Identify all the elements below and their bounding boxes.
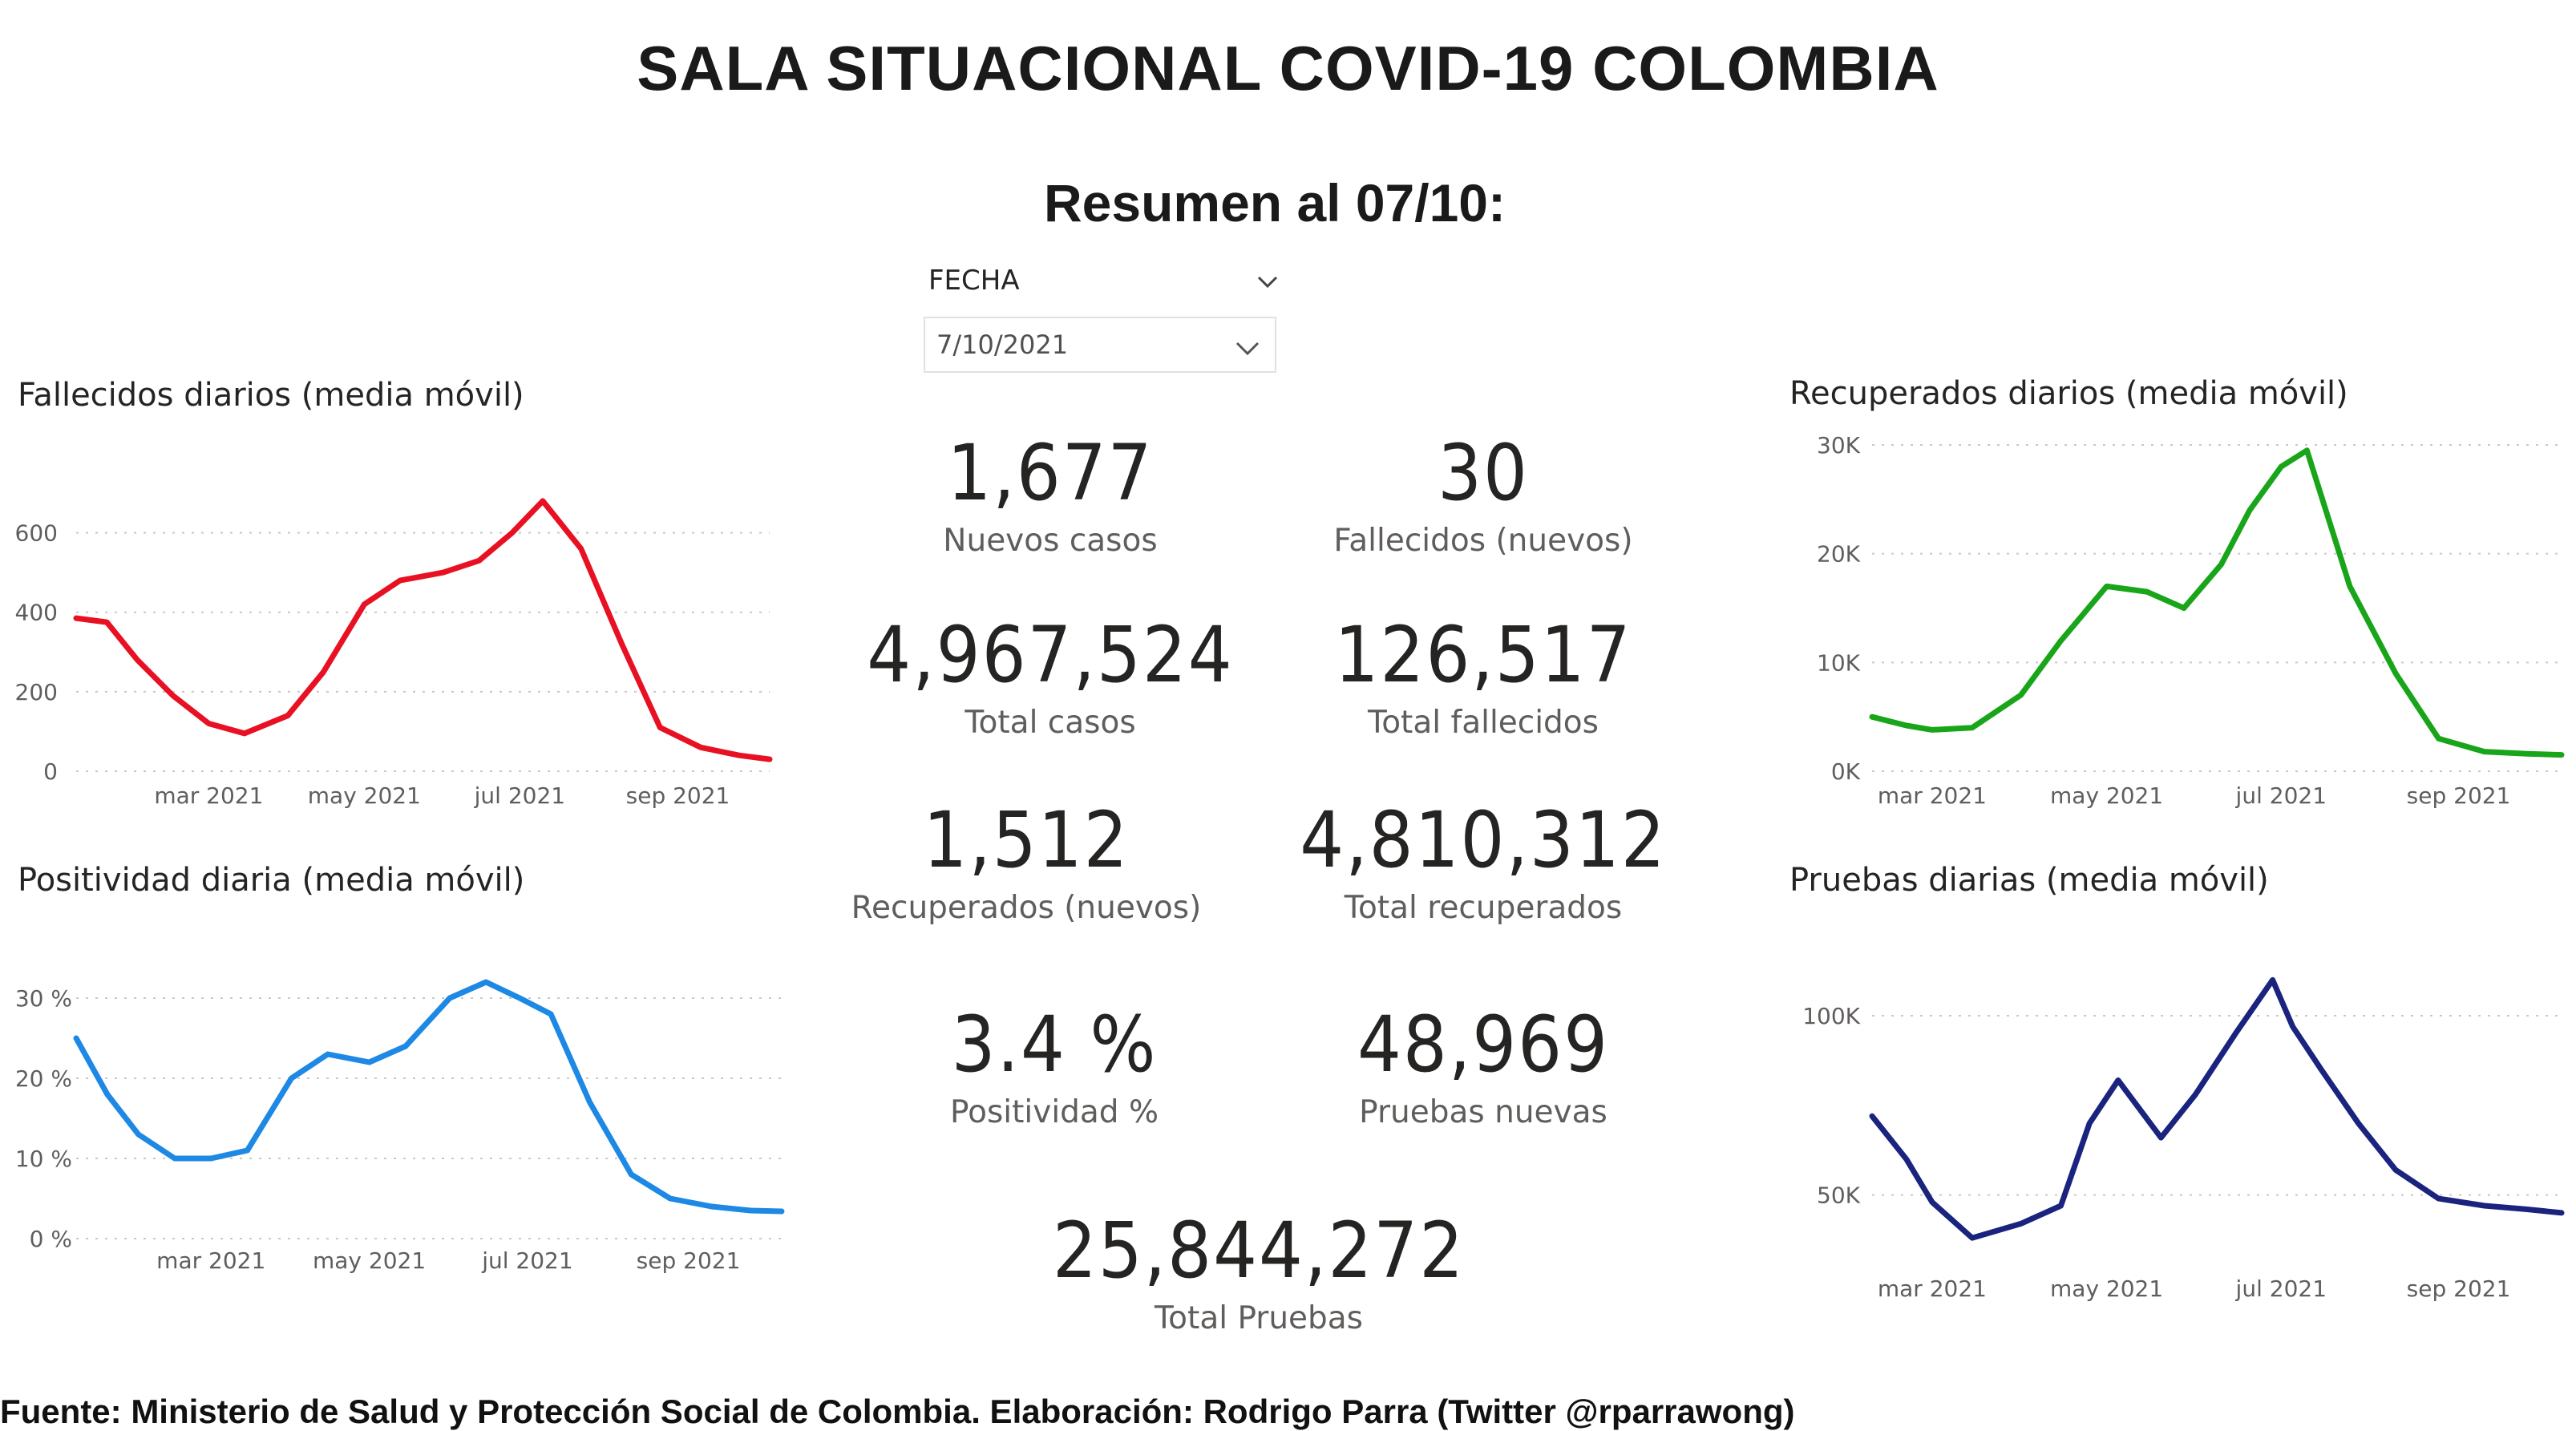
x-tick-label: mar 2021: [156, 1247, 265, 1274]
y-tick-label: 30K: [1817, 432, 1861, 459]
date-slicer-label: FECHA: [928, 265, 1020, 297]
x-tick-label: may 2021: [2050, 1275, 2163, 1302]
y-tick-label: 200: [15, 679, 58, 705]
x-tick-label: jul 2021: [481, 1247, 572, 1274]
kpi-label: Recuperados (nuevos): [851, 890, 1202, 926]
kpi-positividad: 3.4 % Positividad %: [830, 1000, 1279, 1134]
positividad-line-chart: 0 % 10 % 20 % 30 % mar 2021 may 2021 jul 2021 s…: [15, 979, 785, 1274]
kpi-nuevos-casos: 1,677 Nuevos casos: [826, 429, 1275, 562]
kpi-value: 1,677: [947, 428, 1154, 518]
kpi-recuperados-nuevos: 1,512 Recuperados (nuevos): [802, 796, 1251, 929]
y-tick-label: 50K: [1817, 1182, 1861, 1209]
y-tick-label: 0: [43, 758, 58, 785]
kpi-value: 30: [1438, 428, 1529, 518]
kpi-label: Fallecidos (nuevos): [1333, 523, 1633, 559]
kpi-label: Total casos: [964, 705, 1136, 741]
series-line-recuperados: [1869, 447, 2565, 758]
summary-subtitle: Resumen al 07/10:: [1044, 173, 1506, 232]
x-tick-label: jul 2021: [2235, 1275, 2327, 1302]
source-footer: Fuente: Ministerio de Salud y Protección…: [0, 1393, 1795, 1430]
x-tick-label: mar 2021: [1878, 1275, 1987, 1302]
y-tick-label: 0 %: [30, 1226, 72, 1252]
y-tick-label: 20K: [1817, 541, 1861, 568]
kpi-value: 126,517: [1334, 610, 1632, 700]
chevron-down-icon[interactable]: [1233, 334, 1262, 363]
x-tick-label: sep 2021: [637, 1247, 741, 1274]
y-tick-label: 20 %: [15, 1065, 72, 1092]
x-tick-label: jul 2021: [474, 782, 565, 809]
x-tick-label: sep 2021: [2407, 1275, 2511, 1302]
recuperados-line-chart: 0K 10K 20K 30K mar 2021 may 2021 jul 2021 sep 2…: [1817, 432, 2565, 809]
y-tick-label: 400: [15, 600, 58, 626]
x-tick-label: jul 2021: [2235, 782, 2327, 809]
y-tick-label: 10K: [1817, 649, 1861, 676]
kpi-fallecidos-nuevos: 30 Fallecidos (nuevos): [1259, 429, 1708, 562]
kpi-label: Nuevos casos: [943, 523, 1158, 559]
kpi-label: Pruebas nuevas: [1359, 1094, 1607, 1130]
kpi-value: 4,967,524: [867, 610, 1234, 700]
y-tick-label: 600: [15, 520, 58, 547]
date-slicer-value: 7/10/2021: [936, 329, 1069, 360]
pruebas-line-chart: 50K 100K mar 2021 may 2021 jul 2021 sep 2021: [1802, 976, 2565, 1302]
kpi-value: 48,969: [1357, 1000, 1610, 1089]
chart-title-recuperados: Recuperados diarios (media móvil): [1789, 375, 2348, 412]
date-slicer-header[interactable]: FECHA: [928, 265, 1281, 305]
kpi-total-pruebas: 25,844,272 Total Pruebas: [1034, 1207, 1483, 1340]
x-tick-label: mar 2021: [154, 782, 263, 809]
x-tick-label: may 2021: [2050, 782, 2163, 809]
kpi-total-recuperados: 4,810,312 Total recuperados: [1259, 796, 1708, 929]
y-tick-label: 10 %: [15, 1146, 72, 1172]
y-tick-label: 100K: [1802, 1003, 1860, 1029]
chart-title-pruebas: Pruebas diarias (media móvil): [1789, 862, 2269, 899]
series-line-positividad: [73, 979, 785, 1215]
date-slicer-dropdown[interactable]: 7/10/2021: [924, 317, 1276, 373]
chart-title-positividad: Positividad diaria (media móvil): [18, 862, 525, 899]
series-line-fallecidos: [73, 498, 773, 762]
kpi-label: Positividad %: [949, 1094, 1159, 1130]
kpi-label: Total recuperados: [1344, 890, 1623, 926]
x-tick-label: sep 2021: [2407, 782, 2511, 809]
series-line-pruebas: [1869, 976, 2565, 1241]
kpi-value: 3.4 %: [951, 1000, 1158, 1089]
y-tick-label: 0K: [1831, 758, 1861, 785]
kpi-value: 25,844,272: [1052, 1206, 1466, 1296]
x-tick-label: may 2021: [313, 1247, 426, 1274]
kpi-label: Total fallecidos: [1368, 705, 1599, 741]
chart-title-fallecidos: Fallecidos diarios (media móvil): [18, 377, 524, 414]
x-tick-label: may 2021: [308, 782, 421, 809]
x-tick-label: sep 2021: [626, 782, 730, 809]
chevron-down-icon[interactable]: [1254, 268, 1281, 295]
kpi-value: 1,512: [923, 795, 1130, 885]
kpi-total-fallecidos: 126,517 Total fallecidos: [1259, 611, 1708, 744]
y-tick-label: 30 %: [15, 985, 72, 1012]
x-tick-label: mar 2021: [1878, 782, 1987, 809]
kpi-total-casos: 4,967,524 Total casos: [826, 611, 1275, 744]
kpi-value: 4,810,312: [1300, 795, 1667, 885]
kpi-pruebas-nuevas: 48,969 Pruebas nuevas: [1259, 1000, 1708, 1134]
page-title: SALA SITUACIONAL COVID-19 COLOMBIA: [637, 33, 1939, 103]
fallecidos-line-chart: 0 200 400 600 mar 2021 may 2021 jul 2021 sep 20…: [15, 498, 773, 809]
kpi-label: Total Pruebas: [1154, 1300, 1364, 1336]
